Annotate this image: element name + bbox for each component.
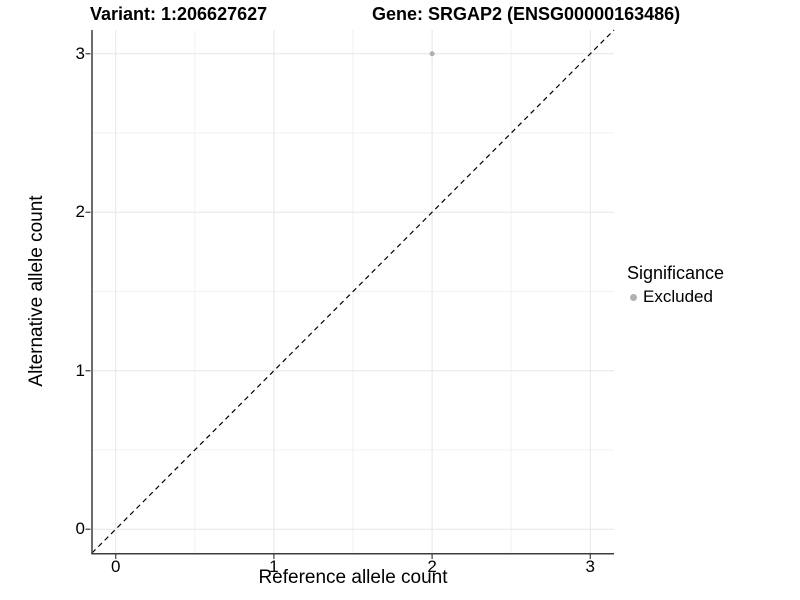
legend-item: Excluded bbox=[627, 287, 724, 307]
data-point bbox=[429, 51, 435, 57]
legend-item-label: Excluded bbox=[643, 287, 713, 306]
legend-title: Significance bbox=[627, 263, 725, 283]
legend: Significance Excluded bbox=[627, 263, 724, 307]
variant-title: Variant: 1:206627627 bbox=[90, 4, 268, 24]
identity-dashed-line bbox=[91, 29, 615, 554]
legend-key-dot-icon bbox=[630, 293, 637, 301]
y-axis-title: Alternative allele count bbox=[26, 195, 47, 387]
x-axis-title: Reference allele count bbox=[258, 567, 448, 588]
legend-items: Excluded bbox=[627, 287, 724, 307]
gene-title: Gene: SRGAP2 (ENSG00000163486) bbox=[372, 4, 681, 24]
